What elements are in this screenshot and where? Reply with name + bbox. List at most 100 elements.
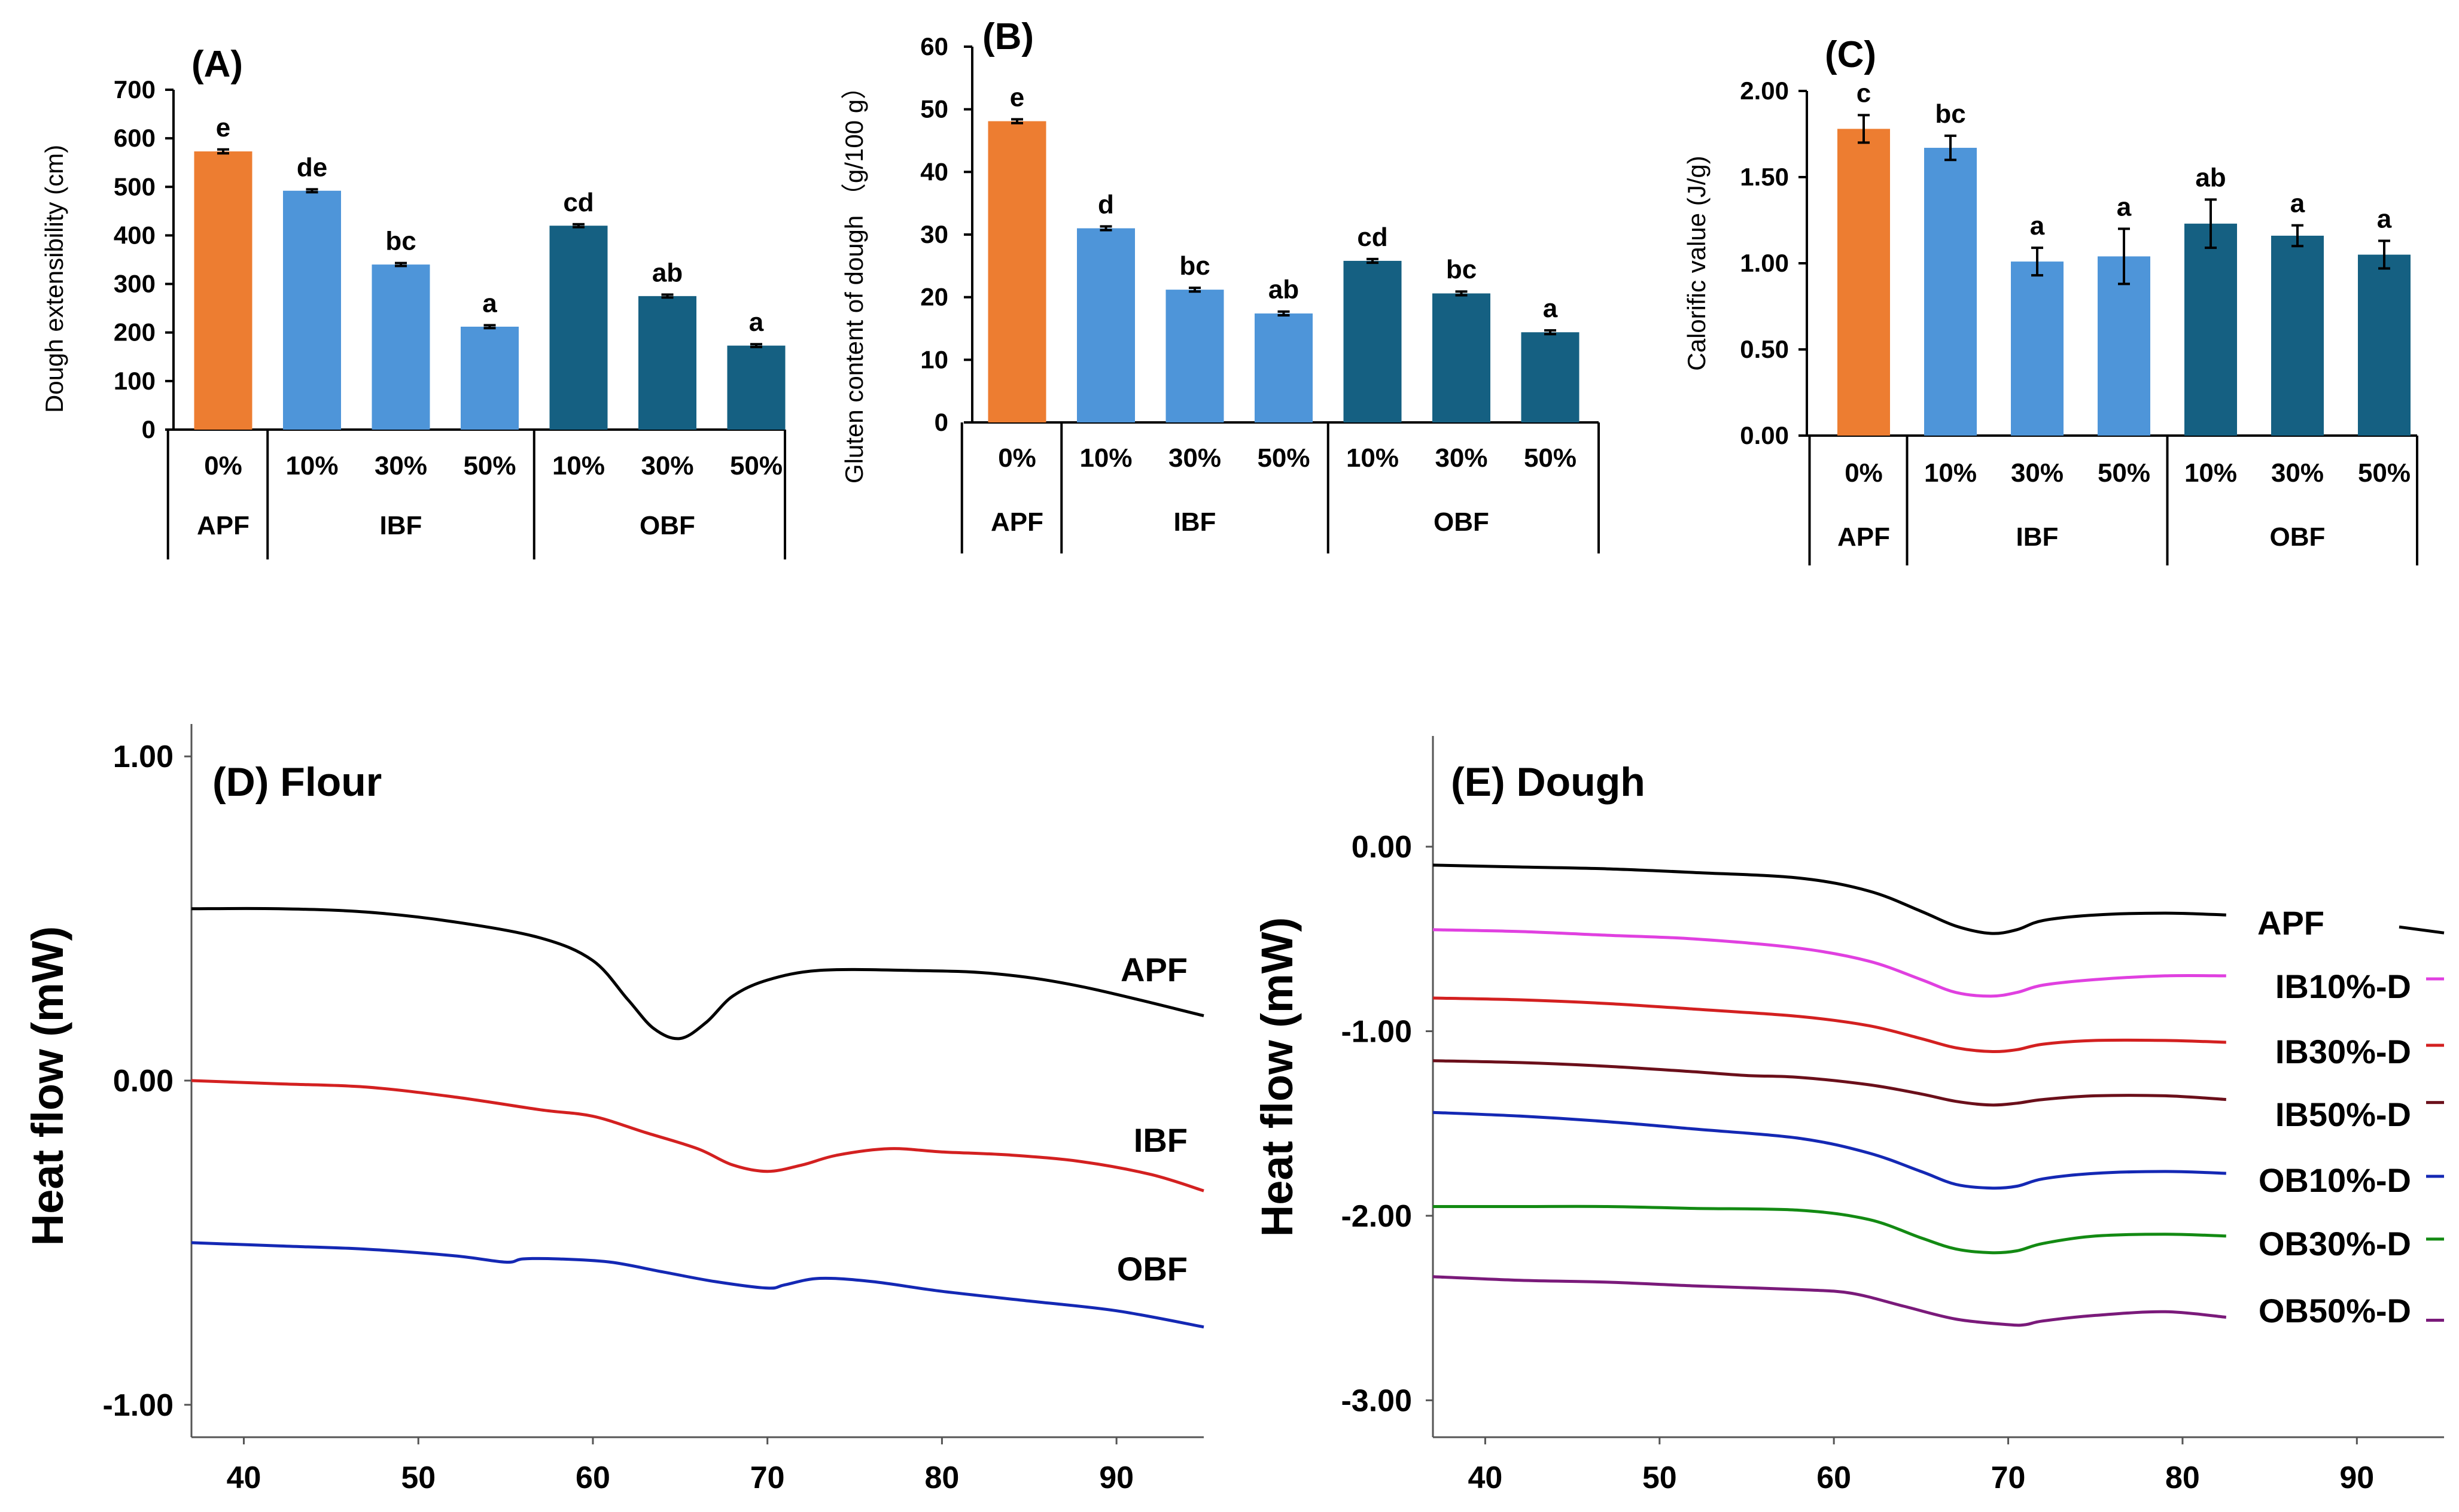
panel-c-ytick-label: 0.50	[1740, 335, 1789, 363]
panel-e-series-label: IB50%-D	[2275, 1096, 2411, 1133]
panel-b-category-label: 50%	[1257, 443, 1310, 473]
panel-e-xtick-label: 60	[1816, 1461, 1851, 1495]
panel-c-bar	[2358, 254, 2411, 436]
panel-c-category-label: 50%	[2098, 458, 2150, 488]
panel-e-series-ob50-d	[1432, 1275, 2227, 1327]
panel-b-gluten-chart: (B) Gluten content of dough （g/100 g） 0 1…	[840, 16, 1600, 553]
panel-c-calorific-chart: (C) Calorific value (J/g) 0.00 0.50 1.00 1.…	[1682, 34, 2418, 565]
panel-e-ytick-label: -2.00	[1341, 1199, 1412, 1234]
panel-a-ytick-label: 500	[114, 172, 156, 200]
panel-b-ytick-label: 0	[935, 408, 948, 436]
panel-e-legend-tick	[2399, 925, 2445, 935]
panel-a-significance-letter: e	[216, 113, 230, 142]
panel-e-series-ob10-d	[1432, 1111, 2226, 1190]
panel-b-group-label: IBF	[1174, 507, 1216, 537]
panel-b-bar	[1343, 260, 1402, 422]
panel-c-ytick-label: 2.00	[1740, 77, 1789, 105]
panel-a-ytick-label: 300	[114, 270, 156, 298]
panel-e-xtick-label: 50	[1642, 1461, 1677, 1495]
panel-c-group-label: APF	[1837, 522, 1890, 552]
panel-c-significance-letter: bc	[1935, 99, 1965, 129]
panel-d-series-ibf	[191, 1079, 1204, 1192]
panel-e-series-label: APF	[2257, 904, 2324, 942]
panel-c-category-label: 10%	[1924, 458, 1977, 488]
panel-c-bar	[2271, 235, 2324, 436]
panel-a-significance-letter: bc	[385, 227, 416, 256]
panel-a-title: (A)	[191, 44, 243, 85]
panel-e-series-label: IB10%-D	[2275, 968, 2411, 1005]
panel-e-xtick-label: 90	[2339, 1461, 2374, 1495]
panel-e-series-label: IB30%-D	[2275, 1033, 2411, 1070]
panel-c-significance-letter: ab	[2195, 163, 2226, 192]
panel-c-category-label: 30%	[2271, 458, 2324, 488]
panel-c-bar	[2011, 261, 2064, 436]
panel-b-significance-letter: d	[1098, 190, 1114, 219]
panel-d-xtick-label: 70	[750, 1461, 785, 1495]
panel-a-group-label: IBF	[380, 511, 422, 540]
panel-d-flour-dsc-chart: (D) Flour Heat flow (mW) 40 50 60 70 80 90 -1.…	[23, 724, 1204, 1495]
panel-a-bar	[372, 264, 430, 430]
panel-c-group-label: IBF	[2016, 522, 2059, 552]
panel-c-significance-letter: a	[2377, 205, 2392, 234]
panel-a-ytick-label: 200	[114, 318, 156, 346]
panel-a-ytick-label: 600	[114, 124, 156, 152]
panel-b-ylabel: Gluten content of dough （g/100 g）	[840, 74, 868, 483]
panel-c-category-label: 30%	[2011, 458, 2064, 488]
panel-c-ytick-label: 0.00	[1740, 421, 1789, 449]
panel-b-bar	[988, 121, 1046, 422]
panel-b-title: (B)	[982, 16, 1034, 57]
panel-e-series-ib10-d	[1432, 928, 2226, 998]
panel-d-xtick-label: 40	[227, 1461, 261, 1495]
panel-b-bar	[1521, 332, 1580, 422]
panel-a-category-label: 30%	[641, 451, 693, 480]
panel-c-significance-letter: a	[2030, 211, 2045, 241]
panel-b-significance-letter: ab	[1268, 275, 1299, 305]
panel-b-category-label: 30%	[1168, 443, 1221, 473]
panel-d-series-obf	[191, 1241, 1204, 1329]
panel-b-group-label: APF	[991, 507, 1043, 537]
panel-a-significance-letter: de	[297, 153, 327, 182]
panel-e-xtick-label: 80	[2165, 1461, 2200, 1495]
panel-a-ytick-label: 700	[114, 75, 156, 104]
panel-a-group-label: OBF	[640, 511, 695, 540]
panel-c-category-label: 50%	[2358, 458, 2411, 488]
panel-b-bar	[1255, 313, 1313, 422]
panel-d-xtick-label: 80	[924, 1461, 959, 1495]
panel-d-ytick-label: 0.00	[113, 1064, 174, 1099]
panel-e-ytick-label: -3.00	[1341, 1383, 1412, 1418]
panel-c-significance-letter: a	[2117, 192, 2132, 221]
panel-e-series-ob30-d	[1433, 1204, 2226, 1255]
panel-a-significance-letter: cd	[563, 188, 594, 217]
panel-e-ytick-label: -1.00	[1341, 1014, 1412, 1049]
panel-e-xtick-label: 70	[1991, 1461, 2026, 1495]
panel-b-bar	[1432, 293, 1490, 422]
panel-a-bar	[638, 296, 696, 430]
panel-b-category-label: 0%	[998, 443, 1036, 473]
panel-c-title: (C)	[1825, 34, 1876, 75]
panel-c-group-label: OBF	[2270, 522, 2326, 552]
panel-c-bar	[1924, 148, 1977, 436]
panel-a-group-label: APF	[197, 511, 249, 540]
panel-a-category-label: 50%	[730, 451, 783, 480]
panel-a-category-label: 10%	[285, 451, 338, 480]
panel-c-significance-letter: a	[2290, 189, 2305, 218]
panel-d-xtick-label: 60	[576, 1461, 610, 1495]
panel-a-category-label: 0%	[204, 451, 242, 480]
panel-b-ytick-label: 20	[920, 283, 948, 311]
panel-b-group-label: OBF	[1434, 507, 1489, 537]
panel-b-significance-letter: cd	[1357, 223, 1387, 252]
panel-d-series-label: APF	[1121, 951, 1188, 988]
panel-e-series-label: OB30%-D	[2259, 1225, 2411, 1262]
panel-d-ytick-label: -1.00	[102, 1388, 174, 1423]
panel-a-bar	[549, 226, 608, 430]
panel-d-ylabel: Heat flow (mW)	[23, 926, 72, 1246]
panel-c-ylabel: Calorific value (J/g)	[1682, 156, 1711, 370]
panel-d-xtick-label: 90	[1099, 1461, 1134, 1495]
panel-d-series-label: OBF	[1117, 1250, 1188, 1288]
panel-b-category-label: 50%	[1524, 443, 1577, 473]
panel-b-category-label: 10%	[1079, 443, 1132, 473]
panel-c-bar	[2098, 256, 2150, 436]
panel-a-significance-letter: ab	[652, 258, 683, 287]
panel-c-category-label: 10%	[2184, 458, 2237, 488]
